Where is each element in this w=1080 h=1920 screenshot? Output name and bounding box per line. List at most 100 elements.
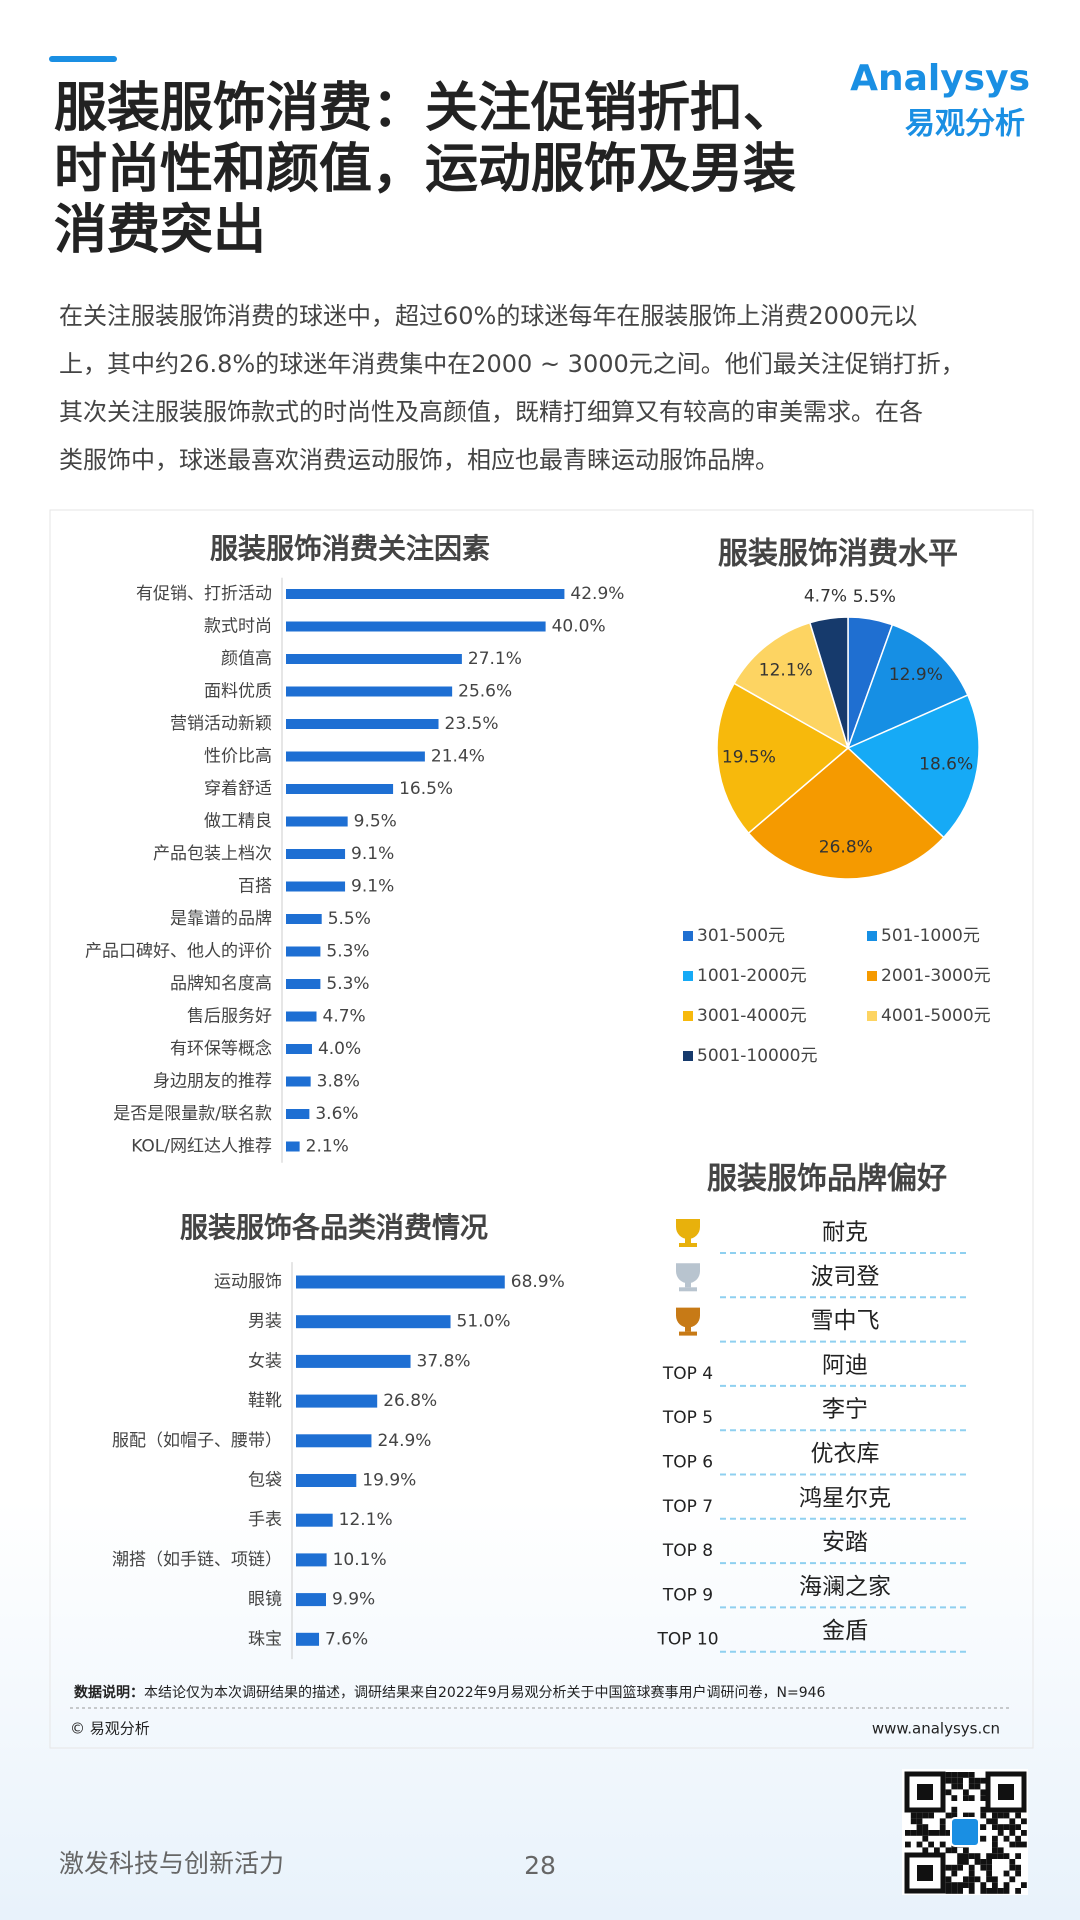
- bar: [286, 979, 321, 989]
- qr-cell: [957, 1888, 963, 1894]
- qr-cell: [957, 1859, 963, 1865]
- qr-cell: [922, 1847, 929, 1854]
- qr-cell: [945, 1876, 952, 1883]
- category-label: 性价比高: [204, 747, 272, 767]
- bar: [296, 1513, 333, 1527]
- category-label: 品牌知名度高: [170, 974, 272, 994]
- category-label: 百搭: [238, 877, 272, 897]
- pie-slice: [846, 623, 969, 750]
- category-label: 眼镜: [248, 1590, 282, 1610]
- pie-slice: [846, 694, 980, 839]
- logo: Analysys: [850, 58, 1030, 99]
- qr-cell: [992, 1888, 998, 1894]
- qr-cell: [968, 1812, 975, 1819]
- qr-cell: [957, 1783, 963, 1790]
- qr-cell: [980, 1824, 987, 1830]
- qr-cell: [980, 1882, 987, 1888]
- value-label: 40.0%: [552, 617, 606, 637]
- bar: [286, 686, 453, 697]
- bar: [286, 1044, 312, 1054]
- chart-title: 服装服饰消费关注因素: [210, 532, 490, 565]
- qr-cell: [1009, 1841, 1016, 1848]
- qr-cell: [922, 1824, 929, 1830]
- value-label: 26.8%: [383, 1391, 437, 1411]
- value-label: 9.1%: [351, 844, 394, 864]
- qr-cell: [951, 1783, 958, 1790]
- brand-name: 安踏: [822, 1530, 868, 1556]
- legend-label: 4001-5000元: [881, 1006, 991, 1026]
- qr-cell: [997, 1847, 1004, 1854]
- qr-cell: [1021, 1841, 1027, 1848]
- url: www.analysys.cn: [872, 1720, 1000, 1738]
- qr-cell: [1003, 1824, 1010, 1830]
- value-label: 9.9%: [332, 1590, 375, 1610]
- qr-cell: [1003, 1853, 1010, 1859]
- slice-label: 12.9%: [889, 665, 943, 685]
- value-label: 5.3%: [326, 942, 369, 962]
- category-label: 有环保等概念: [170, 1038, 272, 1059]
- qr-cell: [939, 1818, 946, 1825]
- category-label: 有促销、打折活动: [136, 584, 272, 604]
- qr-cell: [986, 1888, 992, 1894]
- note-label-text: 数据说明：: [74, 1684, 144, 1701]
- value-label: 24.9%: [377, 1431, 431, 1451]
- brand-name: 雪中飞: [811, 1308, 880, 1334]
- qr-cell: [980, 1859, 987, 1865]
- category-label: 营销活动新颖: [170, 714, 272, 734]
- qr-cell: [922, 1812, 929, 1819]
- qr-cell: [957, 1853, 963, 1859]
- qr-cell: [951, 1777, 958, 1784]
- qr-cell: [922, 1830, 929, 1836]
- qr-cell: [945, 1864, 952, 1871]
- brand-name: 波司登: [811, 1264, 880, 1290]
- legend-swatch: [683, 971, 693, 981]
- bar: [296, 1275, 505, 1289]
- qr-cell: [951, 1795, 958, 1801]
- qr-cell: [1003, 1870, 1010, 1877]
- category-label: 包袋: [248, 1471, 282, 1491]
- bar: [296, 1632, 320, 1646]
- title-line: 服装服饰消费：关注促销折扣、: [54, 78, 796, 139]
- legend-label: 501-1000元: [881, 926, 980, 946]
- bar: [286, 654, 462, 664]
- qr-cell: [968, 1772, 975, 1778]
- qr-cell: [905, 1830, 911, 1836]
- legend-swatch: [683, 1011, 693, 1021]
- legend-label: 5001-10000元: [697, 1046, 817, 1066]
- rank-label: TOP 10: [656, 1630, 718, 1650]
- category-label: 潮搭（如手链、项链）: [112, 1550, 282, 1570]
- rank-label: TOP 4: [662, 1364, 713, 1384]
- qr-cell: [957, 1882, 963, 1888]
- qr-cell: [980, 1864, 987, 1871]
- qr-cell: [1021, 1818, 1027, 1825]
- page-number: 28: [524, 1851, 556, 1880]
- qr-cell: [916, 1841, 923, 1848]
- bar: [296, 1315, 451, 1329]
- value-label: 7.6%: [325, 1629, 368, 1649]
- bar: [286, 1141, 300, 1152]
- category-label: 服配（如帽子、腰带）: [112, 1431, 282, 1451]
- brand-name: 鸿星尔克: [799, 1485, 891, 1511]
- qr-cell: [992, 1824, 998, 1830]
- bar: [286, 589, 565, 599]
- qr-cell: [963, 1847, 969, 1854]
- qr-cell: [963, 1853, 969, 1859]
- qr-cell: [974, 1876, 981, 1883]
- qr-cell: [951, 1888, 958, 1894]
- qr-cell: [1021, 1882, 1027, 1888]
- category-label: 珠宝: [248, 1629, 282, 1649]
- value-label: 4.7%: [323, 1007, 366, 1027]
- qr-cell: [1009, 1864, 1016, 1871]
- pie-slice: [733, 621, 850, 750]
- brand-name: 耐克: [822, 1220, 868, 1246]
- qr-cell: [957, 1864, 963, 1871]
- qr-cell: [963, 1772, 969, 1778]
- slogan: 激发科技与创新活力: [59, 1849, 284, 1878]
- trophy-base: [679, 1243, 697, 1247]
- qr-cell: [957, 1777, 963, 1784]
- qr-cell: [1015, 1853, 1021, 1859]
- qr-cell: [963, 1812, 969, 1819]
- trophy-stem: [685, 1281, 691, 1288]
- qr-cell: [1009, 1859, 1016, 1865]
- qr-cell: [1021, 1830, 1027, 1836]
